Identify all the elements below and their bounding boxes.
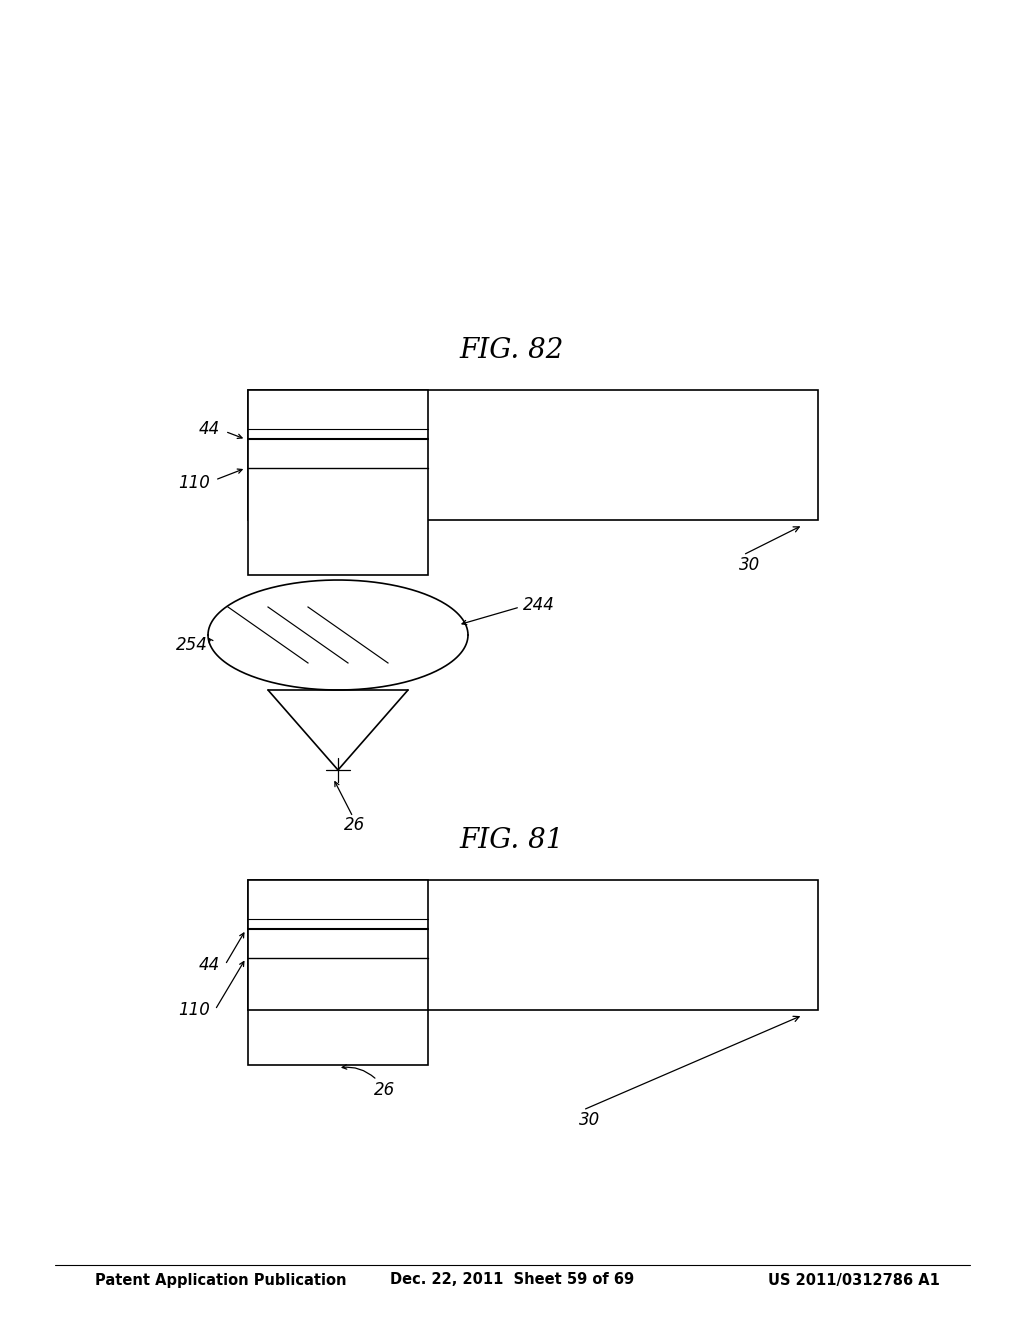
Text: 30: 30: [739, 556, 761, 574]
Text: FIG. 81: FIG. 81: [460, 826, 564, 854]
Bar: [248, 389, 818, 520]
Bar: [248, 880, 818, 1010]
Text: 26: 26: [344, 816, 366, 834]
Text: FIG. 82: FIG. 82: [460, 337, 564, 363]
Text: 44: 44: [199, 420, 220, 438]
Bar: [248, 389, 428, 576]
Text: 26: 26: [375, 1081, 395, 1100]
Text: Dec. 22, 2011  Sheet 59 of 69: Dec. 22, 2011 Sheet 59 of 69: [390, 1272, 634, 1287]
Text: Patent Application Publication: Patent Application Publication: [95, 1272, 346, 1287]
Bar: [248, 880, 428, 1065]
Text: 30: 30: [580, 1111, 601, 1129]
Text: 254: 254: [176, 636, 208, 653]
Text: 244: 244: [523, 597, 555, 614]
Text: US 2011/0312786 A1: US 2011/0312786 A1: [768, 1272, 940, 1287]
Text: 110: 110: [178, 474, 210, 492]
Text: 44: 44: [199, 956, 220, 974]
Text: 110: 110: [178, 1001, 210, 1019]
